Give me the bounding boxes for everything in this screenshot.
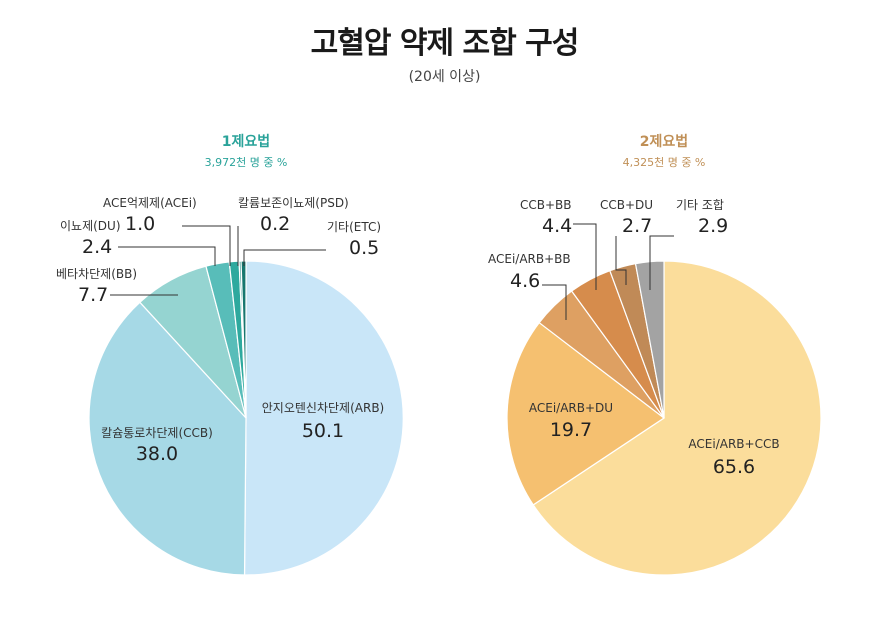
- slice-value: 0.5: [349, 237, 379, 259]
- slice-value: 0.2: [260, 213, 290, 235]
- slice-label: CCB+BB: [520, 198, 572, 212]
- slice-value: 2.9: [698, 215, 728, 237]
- leader-line: [573, 223, 597, 290]
- slice-value: 19.7: [550, 419, 592, 441]
- pie-slice: [532, 260, 822, 576]
- slice-label: 기타 조합: [676, 198, 724, 212]
- slice-label: 이뇨제(DU): [60, 219, 121, 233]
- pie-slice: [88, 301, 247, 576]
- pie-subtitle: 3,972천 명 중 %: [205, 155, 288, 169]
- slice-label: 칼슘통로차단제(CCB): [101, 426, 213, 440]
- pie-title: 1제요법: [222, 134, 270, 150]
- slice-label: ACEi/ARB+BB: [488, 252, 571, 266]
- leader-line: [118, 246, 216, 266]
- pie-slice: [243, 260, 404, 576]
- slice-label: 베타차단제(BB): [56, 267, 137, 281]
- slice-value: 4.6: [510, 270, 540, 292]
- leader-line: [243, 249, 326, 266]
- slice-value: 4.4: [542, 215, 572, 237]
- slice-value: 2.7: [622, 215, 652, 237]
- page-subtitle: (20세 이상): [408, 69, 481, 85]
- slice-value: 7.7: [78, 284, 108, 306]
- slice-value: 1.0: [125, 213, 155, 235]
- slice-value: 50.1: [302, 420, 344, 442]
- slice-label: ACE억제제(ACEi): [103, 196, 197, 210]
- slice-value: 38.0: [136, 443, 178, 465]
- pie-chart-2: 2제요법 4,325천 명 중 % ACEi/ARB+CCB 65.6 ACEi/ARB…: [488, 134, 822, 576]
- slice-value: 65.6: [713, 456, 755, 478]
- leader-line: [615, 236, 627, 285]
- slice-label: 기타(ETC): [327, 220, 381, 234]
- slice-label: 칼륨보존이뇨제(PSD): [238, 196, 349, 210]
- slice-value: 2.4: [82, 236, 112, 258]
- pie-title: 2제요법: [640, 134, 688, 150]
- leader-line: [649, 235, 674, 290]
- slice-label: ACEi/ARB+DU: [529, 401, 613, 415]
- pie-slice: [506, 321, 666, 506]
- leader-line: [182, 225, 231, 266]
- slice-label: ACEi/ARB+CCB: [688, 437, 779, 451]
- slice-label: CCB+DU: [600, 198, 653, 212]
- pie-subtitle: 4,325천 명 중 %: [623, 155, 706, 169]
- leader-line: [542, 284, 567, 320]
- pie-chart-1: 1제요법 3,972천 명 중 % 안지오텐신차단제(ARB) 50.1 칼슘통로차단제…: [56, 134, 404, 576]
- page-title: 고혈압 약제 조합 구성: [310, 26, 580, 61]
- slice-label: 안지오텐신차단제(ARB): [262, 401, 384, 415]
